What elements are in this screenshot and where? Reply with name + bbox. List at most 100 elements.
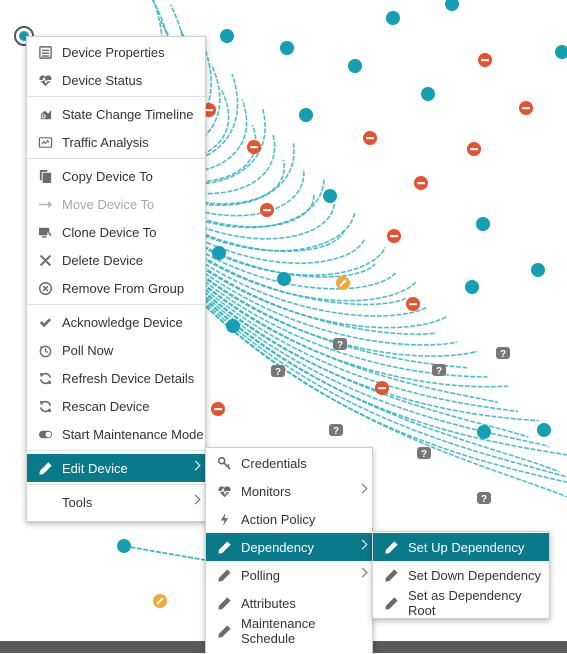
menu-item-label: Set Down Dependency xyxy=(408,567,541,583)
key-icon xyxy=(216,455,232,471)
pencil-icon xyxy=(216,539,232,555)
list-icon xyxy=(37,44,53,60)
refresh-icon xyxy=(37,398,53,414)
toggle-icon xyxy=(37,426,53,442)
chevron-right-icon xyxy=(190,460,201,471)
dependency-item-set-as-dependency-root[interactable]: Set as Dependency Root xyxy=(373,588,549,618)
chevron-right-icon xyxy=(357,539,368,550)
submenu-item-attributes[interactable]: Attributes xyxy=(206,589,372,617)
menu-item-refresh-device-details[interactable]: Refresh Device Details xyxy=(27,364,205,392)
device-node xyxy=(386,11,400,25)
device-node xyxy=(280,41,294,55)
x-icon xyxy=(37,252,53,268)
device-link xyxy=(29,35,567,456)
menu-separator xyxy=(27,158,205,159)
device-maintenance-status-icon xyxy=(153,594,167,608)
device-node xyxy=(537,423,551,437)
device-node xyxy=(476,217,490,231)
submenu-item-credentials[interactable]: Credentials xyxy=(206,449,372,477)
submenu-item-polling[interactable]: Polling xyxy=(206,561,372,589)
menu-separator xyxy=(27,96,205,97)
device-node xyxy=(323,189,337,203)
device-down-status-icon xyxy=(467,142,481,156)
timer-icon xyxy=(37,342,53,358)
blank-icon xyxy=(37,494,53,510)
device-node xyxy=(117,539,131,553)
device-unknown-status-icon: ? xyxy=(432,364,446,377)
device-node xyxy=(277,272,291,286)
device-link xyxy=(29,35,478,357)
menu-item-label: Delete Device xyxy=(62,252,143,268)
menu-item-delete-device[interactable]: Delete Device xyxy=(27,246,205,274)
submenu-item-dependency[interactable]: Dependency xyxy=(206,533,372,561)
menu-item-poll-now[interactable]: Poll Now xyxy=(27,336,205,364)
menu-separator xyxy=(27,304,205,305)
device-link xyxy=(29,35,248,174)
menu-item-label: Polling xyxy=(241,567,281,583)
pencil-icon xyxy=(37,460,53,476)
menu-item-traffic-analysis[interactable]: Traffic Analysis xyxy=(27,128,205,156)
menu-item-start-maintenance-mode[interactable]: Start Maintenance Mode xyxy=(27,420,205,448)
menu-item-label: Poll Now xyxy=(62,342,114,358)
device-down-status-icon xyxy=(260,203,274,217)
menu-item-label: Set Up Dependency xyxy=(408,539,525,555)
menu-item-acknowledge-device[interactable]: Acknowledge Device xyxy=(27,308,205,336)
heartbeat-icon xyxy=(216,483,232,499)
check-icon xyxy=(37,314,53,330)
submenu-item-maintenance-schedule[interactable]: Maintenance Schedule xyxy=(206,616,372,646)
submenu-item-monitors[interactable]: Monitors xyxy=(206,477,372,505)
device-unknown-status-icon: ? xyxy=(496,347,510,360)
menu-item-label: Maintenance Schedule xyxy=(241,616,316,646)
svg-text:?: ? xyxy=(481,494,487,505)
pencil-icon xyxy=(216,623,232,639)
dependency-item-set-down-dependency[interactable]: Set Down Dependency xyxy=(373,561,549,589)
svg-text:?: ? xyxy=(337,340,343,351)
device-down-status-icon xyxy=(375,381,389,395)
menu-item-remove-from-group[interactable]: Remove From Group xyxy=(27,274,205,302)
device-node xyxy=(421,87,435,101)
device-context-menu: Device Properties Device Status State Chan… xyxy=(26,36,206,522)
menu-item-copy-device-to[interactable]: Copy Device To xyxy=(27,162,205,190)
device-down-status-icon xyxy=(478,53,492,67)
menu-item-state-change-timeline[interactable]: State Change Timeline xyxy=(27,100,205,128)
menu-item-label: Device Status xyxy=(62,72,143,88)
menu-item-label: Traffic Analysis xyxy=(62,134,149,150)
remove-circle-icon xyxy=(37,280,53,296)
device-node xyxy=(220,29,234,43)
device-maintenance-status-icon xyxy=(336,276,350,290)
device-node xyxy=(299,108,313,122)
menu-item-label: Acknowledge Device xyxy=(62,314,183,330)
menu-item-label: Clone Device To xyxy=(62,224,157,240)
pencil-icon xyxy=(383,539,399,555)
device-down-status-icon xyxy=(519,101,533,115)
clone-icon xyxy=(37,224,53,240)
pencil-icon xyxy=(216,595,232,611)
device-link xyxy=(29,35,325,229)
dependency-item-set-up-dependency[interactable]: Set Up Dependency xyxy=(373,533,549,561)
menu-item-rescan-device[interactable]: Rescan Device xyxy=(27,392,205,420)
menu-item-tools[interactable]: Tools xyxy=(27,488,205,516)
menu-item-label: Copy Device To xyxy=(62,168,153,184)
device-node xyxy=(212,246,226,260)
device-node xyxy=(226,319,240,333)
menu-item-label: Refresh Device Details xyxy=(62,370,195,386)
menu-item-label: State Change Timeline xyxy=(62,106,194,122)
menu-item-move-device-to: Move Device To xyxy=(27,190,205,218)
pencil-icon xyxy=(216,567,232,583)
menu-item-label: Dependency xyxy=(241,539,314,555)
device-node xyxy=(531,263,545,277)
submenu-item-action-policy[interactable]: Action Policy xyxy=(206,505,372,533)
device-down-status-icon xyxy=(406,297,420,311)
menu-item-clone-device-to[interactable]: Clone Device To xyxy=(27,218,205,246)
device-unknown-status-icon: ? xyxy=(477,492,491,505)
device-link xyxy=(29,35,427,317)
chevron-right-icon xyxy=(357,567,368,578)
menu-item-edit-device[interactable]: Edit Device xyxy=(27,454,205,482)
menu-item-device-properties[interactable]: Device Properties xyxy=(27,38,205,66)
device-link xyxy=(29,35,550,447)
device-node xyxy=(465,280,479,294)
svg-text:?: ? xyxy=(275,367,281,378)
menu-item-device-status[interactable]: Device Status xyxy=(27,66,205,94)
device-node xyxy=(348,59,362,73)
menu-item-label: Device Properties xyxy=(62,44,165,60)
